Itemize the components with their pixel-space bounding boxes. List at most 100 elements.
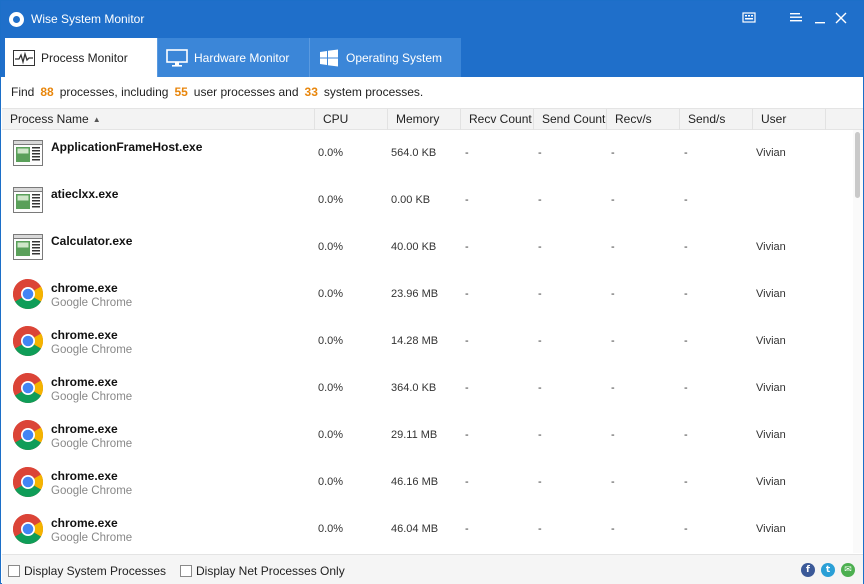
cell-memory: 14.28 MB bbox=[391, 335, 439, 347]
cell-cpu: 0.0% bbox=[318, 429, 344, 441]
process-description: Google Chrome bbox=[51, 297, 133, 309]
column-header-cpu[interactable]: CPU bbox=[315, 109, 388, 130]
cell-recv-count: - bbox=[465, 288, 469, 300]
cell-send-count: - bbox=[538, 147, 542, 159]
cell-send-s: - bbox=[684, 147, 688, 159]
app-window-icon bbox=[12, 232, 44, 262]
table-header: Process Name ▲ CPU Memory Recv Count Send… bbox=[2, 108, 863, 130]
footer-bar: Display System Processes Display Net Pro… bbox=[2, 554, 863, 584]
cell-cpu: 0.0% bbox=[318, 476, 344, 488]
cell-recv-s: - bbox=[611, 241, 615, 253]
cell-memory: 0.00 KB bbox=[391, 194, 431, 206]
facebook-icon[interactable]: f bbox=[801, 563, 815, 577]
tab-hardware-monitor[interactable]: Hardware Monitor bbox=[157, 38, 309, 77]
user-process-count: 55 bbox=[174, 85, 188, 99]
table-row[interactable]: ApplicationFrameHost.exe 0.0% 564.0 KB - - - -… bbox=[2, 130, 853, 177]
cell-recv-count: - bbox=[465, 382, 469, 394]
process-name: chrome.exe bbox=[51, 516, 118, 530]
cell-recv-s: - bbox=[611, 429, 615, 441]
checkbox-box[interactable] bbox=[180, 565, 192, 577]
main-tabs: Process Monitor Hardware Monitor Operati… bbox=[5, 38, 461, 77]
cell-recv-s: - bbox=[611, 194, 615, 206]
table-row[interactable]: chrome.exe Google Chrome 0.0% 364.0 KB - - - - V… bbox=[2, 365, 853, 412]
tab-label: Process Monitor bbox=[41, 50, 128, 65]
email-icon[interactable]: ✉ bbox=[841, 563, 855, 577]
table-row[interactable]: atieclxx.exe 0.0% 0.00 KB - - - - bbox=[2, 177, 853, 224]
process-name: atieclxx.exe bbox=[51, 187, 119, 201]
cell-user: Vivian bbox=[756, 523, 786, 535]
process-name: Calculator.exe bbox=[51, 234, 133, 248]
system-process-count: 33 bbox=[304, 85, 318, 99]
cell-cpu: 0.0% bbox=[318, 523, 344, 535]
close-button[interactable] bbox=[828, 7, 854, 29]
process-name: chrome.exe bbox=[51, 328, 118, 342]
column-header-user[interactable]: User bbox=[753, 109, 826, 130]
column-header-memory[interactable]: Memory bbox=[388, 109, 461, 130]
menu-icon[interactable] bbox=[783, 7, 809, 29]
cell-user: Vivian bbox=[756, 429, 786, 441]
column-header-send-count[interactable]: Send Count bbox=[534, 109, 607, 130]
app-window-icon bbox=[12, 185, 44, 215]
chrome-icon bbox=[12, 278, 44, 310]
column-header-recv-s[interactable]: Recv/s bbox=[607, 109, 680, 130]
tab-process-monitor[interactable]: Process Monitor bbox=[5, 38, 157, 77]
title-bar[interactable]: Wise System Monitor Process Monitor bbox=[1, 1, 863, 77]
cell-recv-count: - bbox=[465, 147, 469, 159]
cell-send-count: - bbox=[538, 382, 542, 394]
cell-cpu: 0.0% bbox=[318, 335, 344, 347]
cell-send-s: - bbox=[684, 429, 688, 441]
vertical-scrollbar[interactable] bbox=[853, 130, 863, 553]
cell-memory: 46.16 MB bbox=[391, 476, 439, 488]
table-row[interactable]: chrome.exe Google Chrome 0.0% 46.04 MB - - - - V… bbox=[2, 506, 853, 553]
cell-recv-s: - bbox=[611, 335, 615, 347]
tab-operating-system[interactable]: Operating System bbox=[309, 38, 461, 77]
process-name: chrome.exe bbox=[51, 281, 118, 295]
cell-recv-count: - bbox=[465, 335, 469, 347]
cell-recv-count: - bbox=[465, 194, 469, 206]
twitter-icon[interactable]: t bbox=[821, 563, 835, 577]
cell-cpu: 0.0% bbox=[318, 382, 344, 394]
process-description: Google Chrome bbox=[51, 391, 133, 403]
cell-recv-s: - bbox=[611, 382, 615, 394]
cell-send-count: - bbox=[538, 241, 542, 253]
chrome-icon bbox=[12, 419, 44, 451]
app-window-icon bbox=[12, 138, 44, 168]
column-header-process-name[interactable]: Process Name ▲ bbox=[2, 109, 315, 130]
cell-memory: 40.00 KB bbox=[391, 241, 437, 253]
checkbox-box[interactable] bbox=[8, 565, 20, 577]
cell-memory: 564.0 KB bbox=[391, 147, 437, 159]
process-description: Google Chrome bbox=[51, 344, 133, 356]
cell-user: Vivian bbox=[756, 335, 786, 347]
cell-memory: 46.04 MB bbox=[391, 523, 439, 535]
process-name: ApplicationFrameHost.exe bbox=[51, 140, 203, 154]
cell-cpu: 0.0% bbox=[318, 241, 344, 253]
cell-recv-s: - bbox=[611, 288, 615, 300]
table-row[interactable]: chrome.exe Google Chrome 0.0% 23.96 MB - - - - V… bbox=[2, 271, 853, 318]
cell-cpu: 0.0% bbox=[318, 147, 344, 159]
chrome-icon bbox=[12, 513, 44, 545]
table-row[interactable]: Calculator.exe 0.0% 40.00 KB - - - - Vivian bbox=[2, 224, 853, 271]
monitor-icon bbox=[166, 48, 188, 67]
process-description: Google Chrome bbox=[51, 438, 133, 450]
table-row[interactable]: chrome.exe Google Chrome 0.0% 29.11 MB - - - - V… bbox=[2, 412, 853, 459]
process-description: Google Chrome bbox=[51, 485, 133, 497]
feedback-icon[interactable] bbox=[736, 7, 762, 29]
table-row[interactable]: chrome.exe Google Chrome 0.0% 46.16 MB - - - - V… bbox=[2, 459, 853, 506]
cell-send-count: - bbox=[538, 335, 542, 347]
column-header-recv-count[interactable]: Recv Count bbox=[461, 109, 534, 130]
cell-memory: 23.96 MB bbox=[391, 288, 439, 300]
scrollbar-thumb[interactable] bbox=[855, 132, 860, 198]
tab-label: Operating System bbox=[346, 50, 443, 65]
display-net-processes-checkbox[interactable]: Display Net Processes Only bbox=[180, 564, 345, 578]
column-header-send-s[interactable]: Send/s bbox=[680, 109, 753, 130]
cell-recv-count: - bbox=[465, 429, 469, 441]
cell-send-count: - bbox=[538, 429, 542, 441]
display-system-processes-checkbox[interactable]: Display System Processes bbox=[8, 564, 166, 578]
cell-user: Vivian bbox=[756, 241, 786, 253]
cell-memory: 29.11 MB bbox=[391, 429, 438, 441]
cell-send-s: - bbox=[684, 194, 688, 206]
minimize-button[interactable] bbox=[807, 7, 833, 29]
table-row[interactable]: chrome.exe Google Chrome 0.0% 14.28 MB - - - - V… bbox=[2, 318, 853, 365]
cell-recv-s: - bbox=[611, 476, 615, 488]
